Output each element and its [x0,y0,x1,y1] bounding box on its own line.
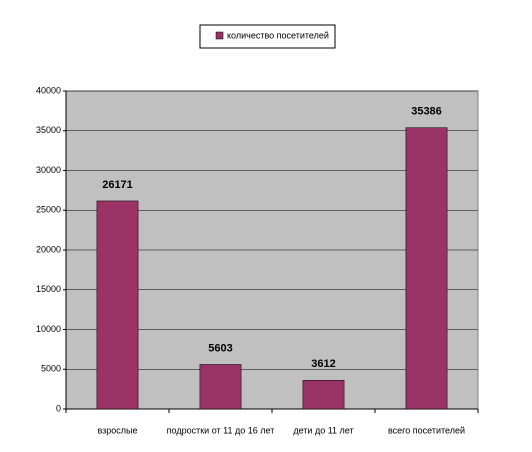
y-tick-label: 25000 [36,205,61,215]
y-tick-label: 20000 [36,244,61,254]
y-tick-label: 30000 [36,165,61,175]
bar [302,380,345,410]
y-tick-label: 5000 [41,364,61,374]
legend-swatch [215,31,224,40]
y-tick-label: 35000 [36,125,61,135]
legend-box [199,24,336,49]
value-label: 26171 [102,179,133,191]
value-label: 3612 [311,358,335,370]
x-tick-label: взрослые [97,425,137,435]
bar [405,127,448,410]
value-label: 35386 [411,106,442,118]
bar [199,364,242,410]
y-tick-label: 15000 [36,284,61,294]
y-tick-label: 0 [56,403,61,413]
value-label: 5603 [208,342,232,354]
y-tick-label: 10000 [36,324,61,334]
legend-label: количество посетителей [227,30,329,40]
x-tick-label: дети до 11 лет [293,425,353,435]
bar [96,200,139,410]
y-tick-label: 40000 [36,85,61,95]
x-tick-label: всего посетителей [388,425,465,435]
x-tick-label: подростки от 11 до 16 лет [167,425,275,435]
